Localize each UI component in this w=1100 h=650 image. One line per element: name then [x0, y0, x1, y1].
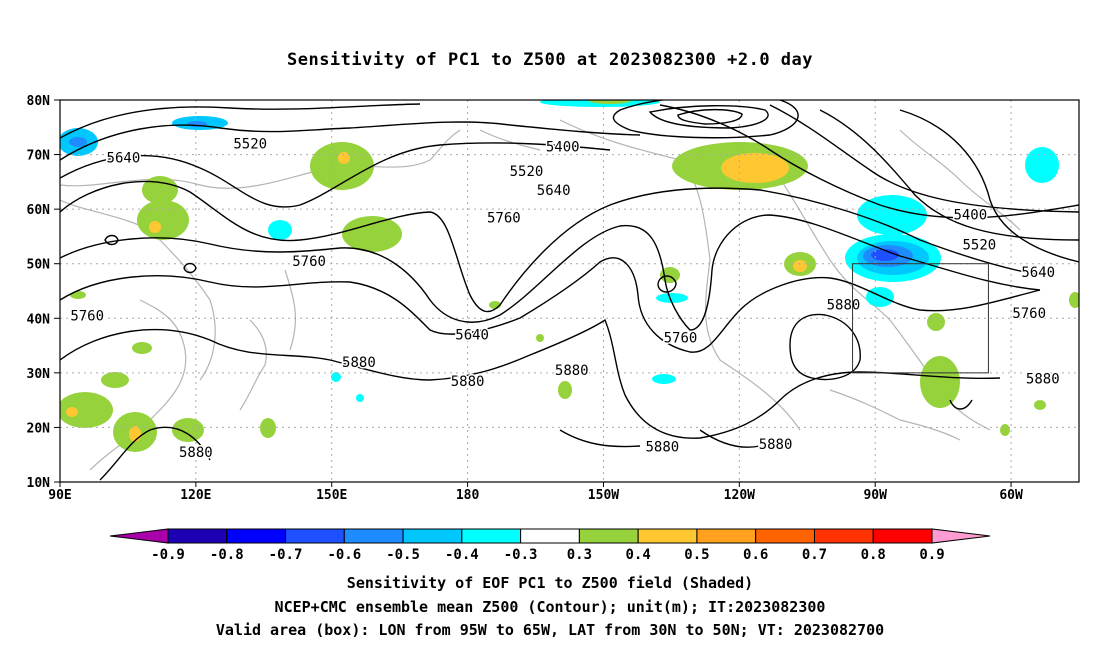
contour-label: 5880	[555, 363, 589, 379]
lat-tick-label: 60N	[27, 203, 51, 218]
contour-label: 5880	[451, 374, 485, 390]
map-frame	[59, 99, 1080, 483]
contour-label: 5640	[1021, 265, 1055, 281]
contour-label: 5880	[645, 440, 679, 456]
lat-tick-label: 70N	[27, 149, 51, 164]
lat-tick-label: 20N	[27, 421, 51, 436]
contour-label: 5760	[487, 210, 521, 226]
longitude-axis: 90E 120E 150E 180 150W 120W 90W 60W	[48, 482, 1023, 503]
colorbar-label: 0.8	[861, 547, 886, 563]
lat-tick-label: 50N	[27, 258, 51, 273]
lon-tick-label: 60W	[999, 488, 1023, 503]
colorbar	[109, 528, 991, 544]
lon-tick-label: 120W	[724, 488, 755, 503]
z500-contours	[60, 100, 1079, 481]
colorbar-swatch	[285, 528, 345, 544]
colorbar-swatch	[402, 528, 463, 544]
latitude-axis: 80N 70N 60N 50N 40N 30N 20N 10N	[27, 94, 60, 491]
colorbar-label: 0.3	[567, 547, 592, 563]
colorbar-label: -0.9	[151, 547, 185, 563]
contour-label: 5760	[664, 330, 698, 346]
lon-tick-label: 120E	[180, 488, 211, 503]
colorbar-swatch	[637, 528, 698, 544]
colorbar-low-arrow	[109, 528, 169, 544]
colorbar-swatch	[226, 528, 287, 544]
contour-label: 5760	[1012, 306, 1046, 322]
colorbar-swatch	[696, 528, 757, 544]
contour-label: 5760	[292, 254, 326, 270]
colorbar-swatch	[578, 528, 639, 544]
colorbar-label: 0.5	[684, 547, 709, 563]
map-title: Sensitivity of PC1 to Z500 at 2023082300…	[286, 50, 813, 70]
colorbar-label: -0.6	[327, 547, 361, 563]
contour-label: 5400	[953, 208, 987, 224]
lat-tick-label: 80N	[27, 94, 51, 109]
footer-line-1: Sensitivity of EOF PC1 to Z500 field (Sh…	[346, 574, 754, 592]
colorbar-swatch	[755, 528, 815, 544]
contour-label: 5880	[1026, 371, 1060, 387]
lon-tick-label: 90E	[48, 488, 71, 503]
contour-label: 5880	[759, 437, 793, 453]
contour-label: 5880	[342, 355, 376, 371]
lon-tick-label: 180	[456, 488, 480, 503]
lon-tick-label: 90W	[863, 488, 887, 503]
colorbar-high-arrow	[931, 528, 991, 544]
colorbar-swatch	[461, 528, 522, 544]
contour-label: 5520	[510, 164, 544, 180]
shaded-sensitivity	[60, 100, 1079, 452]
colorbar-label: -0.5	[386, 547, 420, 563]
colorbar-label: -0.8	[210, 547, 244, 563]
contour-label: 5640	[537, 183, 571, 199]
colorbar-label: -0.4	[445, 547, 479, 563]
graticule	[60, 100, 1079, 482]
contour-label: 5760	[70, 309, 104, 325]
colorbar-swatch	[872, 528, 933, 544]
colorbar-swatch	[520, 528, 580, 544]
colorbar-swatch	[813, 528, 874, 544]
lat-tick-label: 30N	[27, 367, 51, 382]
colorbar-swatch	[167, 528, 228, 544]
contour-label: 5520	[233, 137, 267, 153]
colorbar-swatch	[343, 528, 404, 544]
colorbar-label: -0.3	[504, 547, 538, 563]
colorbar-label: -0.7	[269, 547, 303, 563]
lon-tick-label: 150E	[316, 488, 347, 503]
valid-area-box	[852, 263, 989, 374]
footer-line-2: NCEP+CMC ensemble mean Z500 (Contour); u…	[274, 598, 826, 616]
contour-label: 5520	[963, 238, 997, 254]
contour-label: 5400	[546, 139, 580, 155]
colorbar-label: 0.4	[626, 547, 651, 563]
colorbar-label: 0.9	[919, 547, 944, 563]
lat-tick-label: 40N	[27, 312, 51, 327]
colorbar-label: 0.7	[802, 547, 827, 563]
contour-label: 5640	[107, 150, 141, 166]
map-background	[60, 100, 1079, 482]
footer-line-3: Valid area (box): LON from 95W to 65W, L…	[215, 621, 885, 639]
lon-tick-label: 150W	[588, 488, 619, 503]
contour-label: 5880	[179, 445, 213, 461]
contour-label: 5640	[455, 328, 489, 344]
lat-tick-label: 10N	[27, 476, 51, 491]
contour-label: 5880	[827, 298, 861, 314]
colorbar-labels: -0.9 -0.8 -0.7 -0.6 -0.5 -0.4 -0.3 0.3 0.4 0.5 0.6…	[151, 547, 945, 563]
colorbar-label: 0.6	[743, 547, 768, 563]
